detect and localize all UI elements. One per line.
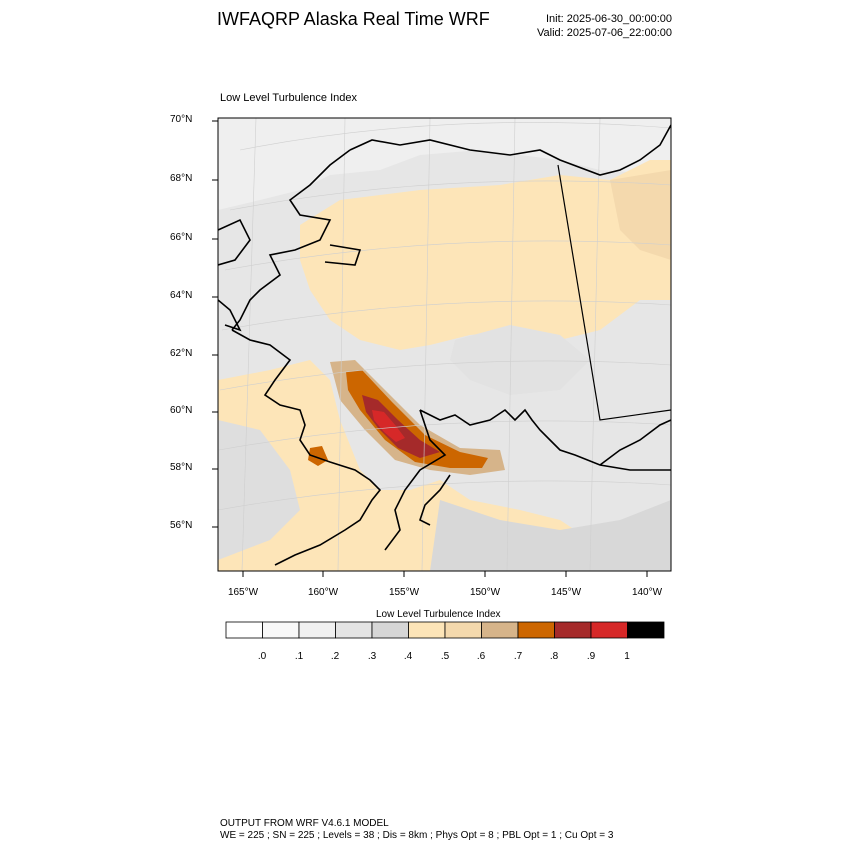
colorbar-box [481,621,519,639]
field-yukon-tan [610,170,671,260]
field-interior-tan [300,160,671,350]
colorbar-label: .3 [367,651,377,662]
axis-ticks [212,120,648,577]
lat-label: 58°N [170,462,193,473]
lon-label: 155°W [388,587,420,598]
colorbar-label: .2 [330,651,340,662]
lat-label: 64°N [170,290,193,301]
field-plume-orange [346,370,488,468]
footer-config-line: WE = 225 ; SN = 225 ; Levels = 38 ; Dis … [220,830,614,841]
field-bristol-orange [308,446,328,466]
colorbar-label: .1 [294,651,304,662]
lon-label: 160°W [307,587,339,598]
lat-label: 62°N [170,348,193,359]
coastline [218,124,671,566]
lon-label: 165°W [227,587,259,598]
us-canada-border [557,164,671,421]
colorbar-box [627,621,665,639]
colorbar-box [371,621,409,639]
colorbar-box [517,621,555,639]
colorbar-label: .6 [476,651,486,662]
lat-label: 56°N [170,520,193,531]
plot-title: Low Level Turbulence Index [220,92,357,104]
field-plume-red [372,410,405,442]
footer-model-line: OUTPUT FROM WRF V4.6.1 MODEL [220,818,389,829]
colorbar-label: .4 [403,651,413,662]
lat-label: 66°N [170,232,193,243]
init-time: Init: 2025-06-30_00:00:00 [546,13,672,25]
lon-label: 145°W [550,587,582,598]
lon-label: 150°W [469,587,501,598]
lon-label: 140°W [631,587,663,598]
colorbar-boxes [225,621,665,639]
field-interior-grey [450,325,590,395]
colorbar-label: .0 [257,651,267,662]
lat-label: 70°N [170,114,193,125]
map-frame [217,117,672,572]
colorbar-title: Low Level Turbulence Index [376,609,501,620]
lat-label: 60°N [170,405,193,416]
colorbar-box [444,621,482,639]
colorbar-box [408,621,446,639]
colorbar-label: .7 [513,651,523,662]
field-gulf-grey [430,500,671,571]
colorbar-label: .9 [586,651,596,662]
colorbar-box [262,621,300,639]
colorbar-label: .8 [549,651,559,662]
field-arctic-light [218,118,671,210]
valid-time: Valid: 2025-07-06_22:00:00 [537,27,672,39]
turbulence-field [218,118,671,571]
colorbar-box [225,621,263,639]
main-title: IWFAQRP Alaska Real Time WRF [217,9,490,29]
colorbar-box [335,621,373,639]
colorbar-box [554,621,592,639]
colorbar-box [590,621,628,639]
field-bering-grey [218,420,300,560]
colorbar-label: .5 [440,651,450,662]
field-southwest-tan [218,360,600,571]
colorbar-label: 1 [624,651,630,662]
lat-label: 68°N [170,173,193,184]
colorbar-box [298,621,336,639]
